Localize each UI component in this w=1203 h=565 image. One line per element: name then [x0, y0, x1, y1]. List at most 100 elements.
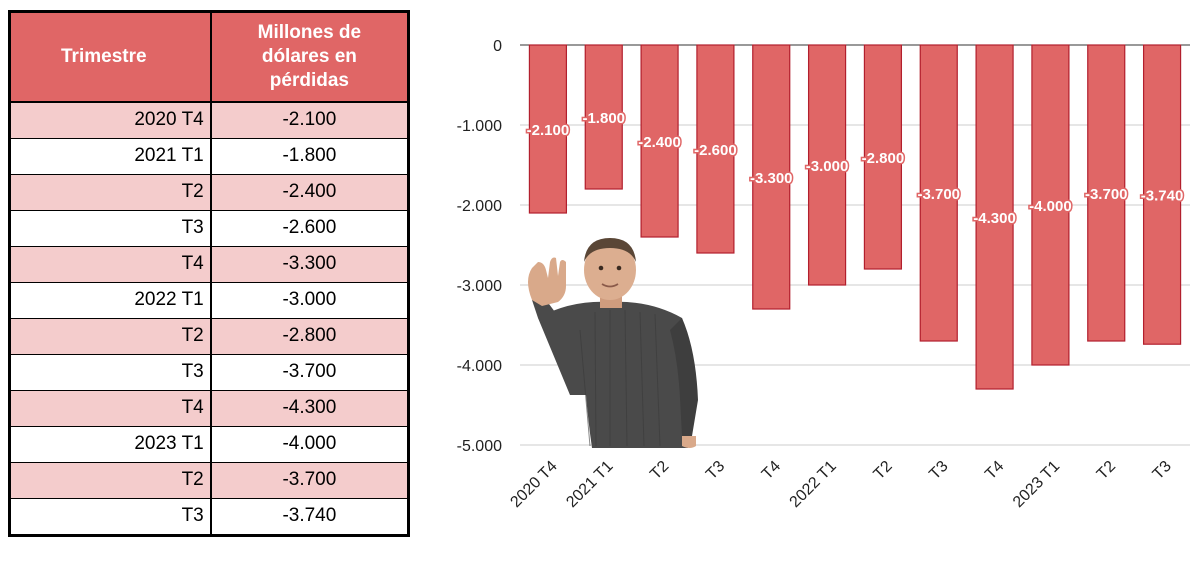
header-losses-line-2: dólares en — [261, 45, 357, 67]
bar — [696, 44, 735, 254]
x-tick-label: T2 — [647, 458, 672, 483]
data-label: -4.300 — [973, 210, 1016, 227]
data-label: -3.700 — [917, 186, 960, 203]
data-label: -3.000 — [806, 158, 849, 175]
cell-value: -2.800 — [210, 317, 409, 355]
cell-quarter: T3 — [8, 209, 212, 247]
data-label: -3.300 — [750, 170, 793, 187]
cell-value: -3.740 — [210, 497, 409, 536]
avatar-head — [584, 240, 636, 300]
cell-quarter: 2023 T1 — [8, 425, 212, 463]
x-tick-label: T4 — [982, 458, 1007, 483]
data-label: -1.800 — [582, 110, 625, 127]
bar — [528, 44, 568, 214]
table-row: T4 -4.300 — [8, 389, 409, 427]
cell-value: -3.000 — [210, 281, 409, 319]
table-row: 2021 T1 -1.800 — [8, 137, 409, 175]
cell-quarter: T4 — [8, 389, 212, 427]
losses-bar-chart: 0 -1.000 -2.000 -3.000 -4.000 -5.000 -2.100 -1… — [457, 38, 1190, 511]
x-tick-label: T4 — [759, 458, 784, 483]
x-tick-label: T2 — [871, 458, 896, 483]
cell-quarter: T2 — [8, 173, 212, 211]
sweater-shape — [538, 301, 693, 448]
waving-hand — [528, 257, 566, 306]
x-tick-label: 2022 T1 — [787, 458, 840, 511]
table-row: T3 -3.700 — [8, 353, 409, 391]
y-tick-label: -1.000 — [457, 118, 502, 135]
lowered-hand — [682, 436, 696, 448]
bar — [640, 44, 679, 238]
table-row: T2 -2.800 — [8, 317, 409, 355]
waving-avatar-illustration — [528, 238, 698, 448]
x-tick-label: T2 — [1094, 458, 1119, 483]
table-row: 2023 T1 -4.000 — [8, 425, 409, 463]
bar — [807, 44, 847, 286]
data-label: -3.700 — [1085, 186, 1128, 203]
x-tick-label: 2020 T4 — [507, 458, 560, 511]
data-label: -2.600 — [694, 142, 737, 159]
header-losses-line-3: pérdidas — [269, 69, 349, 91]
bar — [975, 44, 1014, 390]
cell-value: -2.400 — [210, 173, 409, 211]
cell-quarter: T4 — [8, 245, 212, 283]
bar — [584, 44, 623, 190]
data-labels: -2.100 -1.800 -2.400 -2.600 -3.300 -3.000 -2.8… — [525, 109, 1185, 229]
cell-quarter: 2022 T1 — [8, 281, 212, 319]
header-losses-line-1: Millones de — [257, 21, 362, 43]
y-axis-ticks: 0 -1.000 -2.000 -3.000 -4.000 -5.000 — [457, 38, 502, 455]
cell-value: -2.100 — [210, 101, 409, 139]
lowered-arm-sleeve — [670, 318, 698, 436]
cell-quarter: T2 — [8, 461, 212, 499]
x-axis-labels: 2020 T4 2021 T1 T2 T3 T4 2022 T1 T2 T3 T4 2023 T1… — [507, 458, 1175, 511]
bar — [752, 44, 791, 310]
table-row: T4 -3.300 — [8, 245, 409, 283]
avatar-eye-right — [616, 265, 622, 271]
table-row: 2020 T4 -2.100 — [8, 101, 409, 139]
cell-quarter: T2 — [8, 317, 212, 355]
x-tick-label: T3 — [926, 458, 951, 483]
cell-value: -4.300 — [210, 389, 409, 427]
x-tick-label: 2023 T1 — [1010, 458, 1063, 511]
raised-arm-sleeve — [532, 292, 587, 395]
bar — [919, 44, 958, 342]
y-tick-label: -5.000 — [457, 438, 502, 455]
x-tick-label: T3 — [1150, 458, 1175, 483]
cell-quarter: 2020 T4 — [8, 101, 212, 139]
sweater-ribbing — [579, 309, 661, 447]
bar — [1087, 44, 1126, 342]
cell-quarter: T3 — [8, 353, 212, 391]
table-row: T3 -2.600 — [8, 209, 409, 247]
header-losses: Millones de dólares en pérdidas — [209, 10, 410, 103]
avatar-hair — [584, 238, 636, 262]
table-row: T2 -2.400 — [8, 173, 409, 211]
cell-value: -2.600 — [210, 209, 409, 247]
bar — [1142, 44, 1182, 345]
cell-value: -3.700 — [210, 461, 409, 499]
bar — [1031, 44, 1070, 366]
cell-value: -1.800 — [210, 137, 409, 175]
data-label: -4.000 — [1029, 198, 1072, 215]
y-tick-label: -4.000 — [457, 358, 502, 375]
data-label: -2.100 — [527, 122, 570, 139]
avatar-smile — [601, 283, 619, 288]
cell-value: -4.000 — [210, 425, 409, 463]
header-quarter: Trimestre — [8, 10, 212, 103]
data-label: -3.740 — [1141, 188, 1184, 205]
y-tick-label: -3.000 — [457, 278, 502, 295]
cell-quarter: T3 — [8, 497, 212, 536]
table-row: 2022 T1 -3.000 — [8, 281, 409, 319]
data-label: -2.400 — [638, 134, 681, 151]
bar — [863, 44, 903, 270]
data-label: -2.800 — [862, 150, 905, 167]
y-tick-label: 0 — [493, 38, 502, 55]
bars — [528, 44, 1182, 390]
cell-quarter: 2021 T1 — [8, 137, 212, 175]
x-tick-label: 2021 T1 — [563, 458, 616, 511]
table-row: T2 -3.700 — [8, 461, 409, 499]
table-row: T3 -3.740 — [8, 497, 409, 536]
x-tick-label: T3 — [703, 458, 728, 483]
y-tick-label: -2.000 — [457, 198, 502, 215]
table-header-row: Trimestre Millones de dólares en pérdida… — [8, 10, 410, 103]
cell-value: -3.300 — [210, 245, 409, 283]
cell-value: -3.700 — [210, 353, 409, 391]
